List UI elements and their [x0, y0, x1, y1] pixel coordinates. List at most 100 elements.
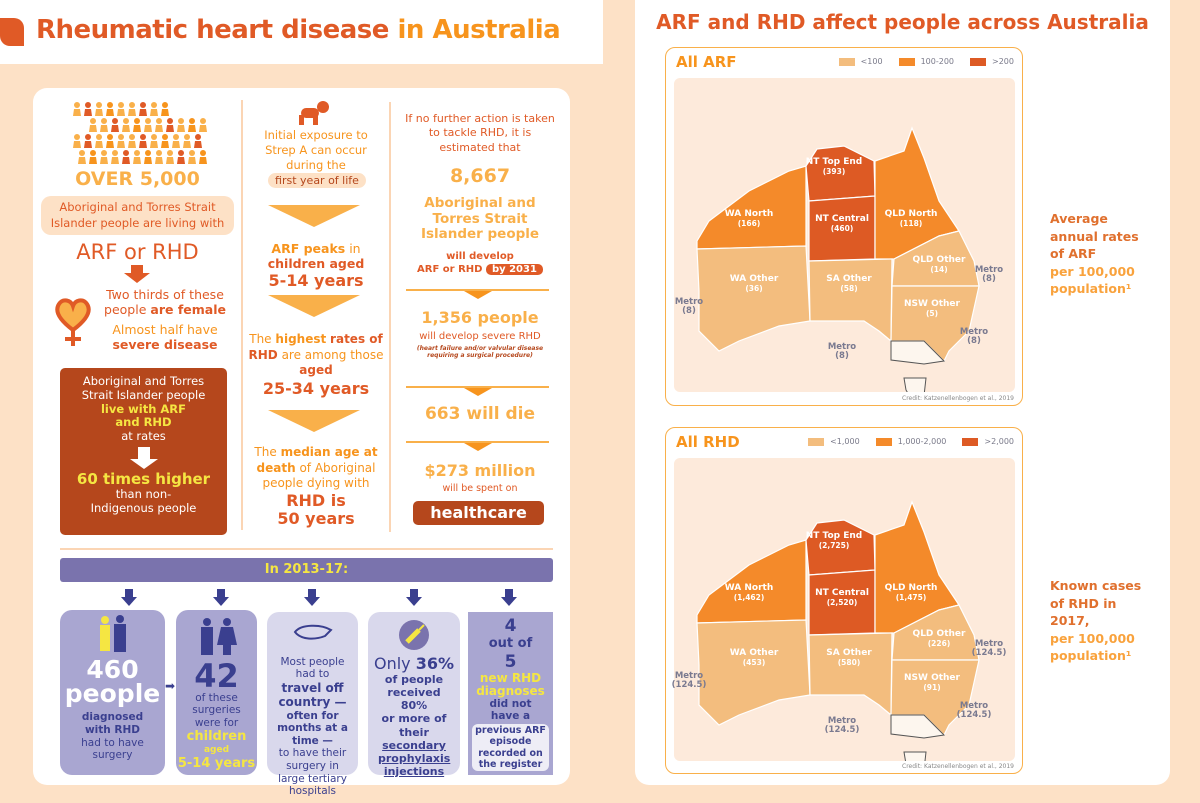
- metro-value: (8): [982, 273, 996, 284]
- page-title: Rheumatic heart disease in Australia: [36, 15, 561, 45]
- female-heart-icon: [55, 298, 91, 346]
- region-name: WA North: [724, 583, 774, 593]
- region-value: (460): [830, 223, 854, 233]
- region-label: QLD North (118): [871, 209, 951, 230]
- region-value: (118): [899, 218, 923, 228]
- severe-disease-text: severe disease: [112, 337, 218, 352]
- region-value: (5): [925, 308, 939, 318]
- box-line-1: Aboriginal and Torres Strait Islander pe…: [81, 374, 206, 402]
- travel-line-1: Most people had to: [280, 655, 345, 681]
- region-name: QLD Other: [912, 629, 966, 639]
- metro-value: (8): [967, 335, 981, 346]
- region-value: (393): [822, 166, 846, 176]
- person-icon: [144, 150, 152, 164]
- metro-value: (124.5): [956, 709, 992, 720]
- new-diagnoses: new RHD diagnoses: [476, 671, 545, 698]
- diagnosed-text: diagnosed with RHD: [81, 711, 144, 736]
- person-icon: [111, 118, 119, 132]
- living-with-text: Aboriginal and Torres Strait Islander pe…: [41, 196, 234, 236]
- region-label: NT Central (460): [802, 214, 882, 235]
- region-name: WA Other: [729, 648, 779, 658]
- divider: [241, 100, 243, 530]
- person-icon: [95, 102, 103, 116]
- region-vic: [890, 714, 946, 739]
- map-credit: Credit: Katzenellenbogen et al., 2019: [902, 395, 1014, 402]
- rates-of-rhd: rates of RHD: [248, 332, 383, 362]
- right-title: ARF and RHD affect people across Austral…: [656, 10, 1149, 34]
- the-text: The: [249, 332, 272, 346]
- received-text: of people received 80%: [384, 672, 444, 713]
- region-value: (91): [923, 682, 941, 692]
- region-value: (58): [840, 283, 858, 293]
- metro-name: Metro: [827, 716, 857, 726]
- severe-number: 1,356 people: [421, 308, 539, 327]
- peak-age: 5-14 years: [268, 271, 364, 290]
- region-tas: [903, 377, 927, 392]
- among-text: are among those: [281, 347, 384, 362]
- median-age: median age at death: [256, 445, 378, 475]
- arf-caption: Average annual rates of ARF per 100,000 p…: [1050, 210, 1150, 298]
- legend-swatch: [962, 437, 979, 446]
- box-live-with: live with ARF and RHD: [100, 401, 187, 430]
- arf-map-box: All ARF <100 100-200 >200 WA North (166) NT To…: [665, 47, 1023, 406]
- children-icon: [200, 618, 237, 655]
- down-arrow-icon: [304, 589, 320, 606]
- region-label: WA Other (36): [714, 274, 794, 295]
- legend-swatch: [875, 437, 892, 446]
- metro-name: Metro: [959, 701, 989, 711]
- region-value: (453): [742, 657, 766, 667]
- region-label: QLD North (1,475): [871, 583, 951, 604]
- metro-name: Metro: [674, 297, 704, 307]
- down-arrow-icon: [121, 589, 137, 606]
- person-icon: [133, 150, 141, 164]
- region-value: (14): [930, 264, 948, 274]
- exposure-text: Initial exposure to Strep A can occur du…: [264, 128, 368, 172]
- metro-name: Metro: [827, 342, 857, 352]
- down-arrow-icon: [213, 589, 229, 606]
- metro-name: Metro: [974, 639, 1004, 649]
- person-icon: [111, 150, 119, 164]
- travel-off-country: travel off country —: [278, 680, 347, 710]
- person-icon: [199, 118, 207, 132]
- person-icon: [155, 150, 163, 164]
- region-sa-other: [808, 258, 893, 343]
- region-value: (1,462): [733, 592, 765, 602]
- down-arrow-icon: [501, 589, 517, 606]
- spent-text: will be spent on: [442, 483, 518, 494]
- down-triangle-icon: [268, 410, 360, 432]
- rhd-is: RHD is: [286, 491, 346, 510]
- region-name: NT Top End: [805, 531, 863, 541]
- person-icon: [95, 134, 103, 148]
- rhd-caption-2: per 100,000 population¹: [1050, 630, 1135, 664]
- title-part-1: Rheumatic heart disease: [36, 15, 389, 45]
- metro-value: (8): [682, 305, 696, 316]
- divider: [60, 548, 553, 550]
- region-value: (226): [927, 638, 951, 648]
- region-label: SA Other (580): [809, 648, 889, 669]
- region-name: NT Central: [815, 214, 869, 224]
- syringe-icon: [399, 620, 429, 650]
- person-icon: [73, 134, 81, 148]
- australia-map: [696, 126, 980, 392]
- age-range: 5-14 years: [177, 755, 256, 771]
- of-aboriginal-text: of Aboriginal people dying with: [262, 460, 376, 491]
- region-name: WA Other: [729, 274, 779, 284]
- region-wa-other: [696, 245, 811, 352]
- had-surgery-text: had to have surgery: [81, 736, 144, 762]
- legend-swatch: [898, 57, 915, 66]
- the-text: The: [254, 445, 277, 459]
- people-text: people: [104, 302, 147, 317]
- legend-swatch: [838, 57, 855, 66]
- metro-name: Metro: [959, 327, 989, 337]
- person-icon: [183, 134, 191, 148]
- person-icon: [117, 134, 125, 148]
- region-wa-north: [696, 539, 807, 624]
- previous-episode-text: previous ARF episode recorded on the reg…: [472, 723, 549, 772]
- legend-label: 1,000-2,000: [897, 437, 947, 446]
- will-develop: will develop: [446, 251, 514, 262]
- box-at-rates: at rates: [121, 429, 166, 444]
- region-name: QLD North: [884, 583, 938, 593]
- box-60-times: 60 times higher: [76, 469, 211, 488]
- metro-value: (124.5): [671, 679, 707, 690]
- box-travel: Most people had to travel off country — …: [267, 612, 358, 797]
